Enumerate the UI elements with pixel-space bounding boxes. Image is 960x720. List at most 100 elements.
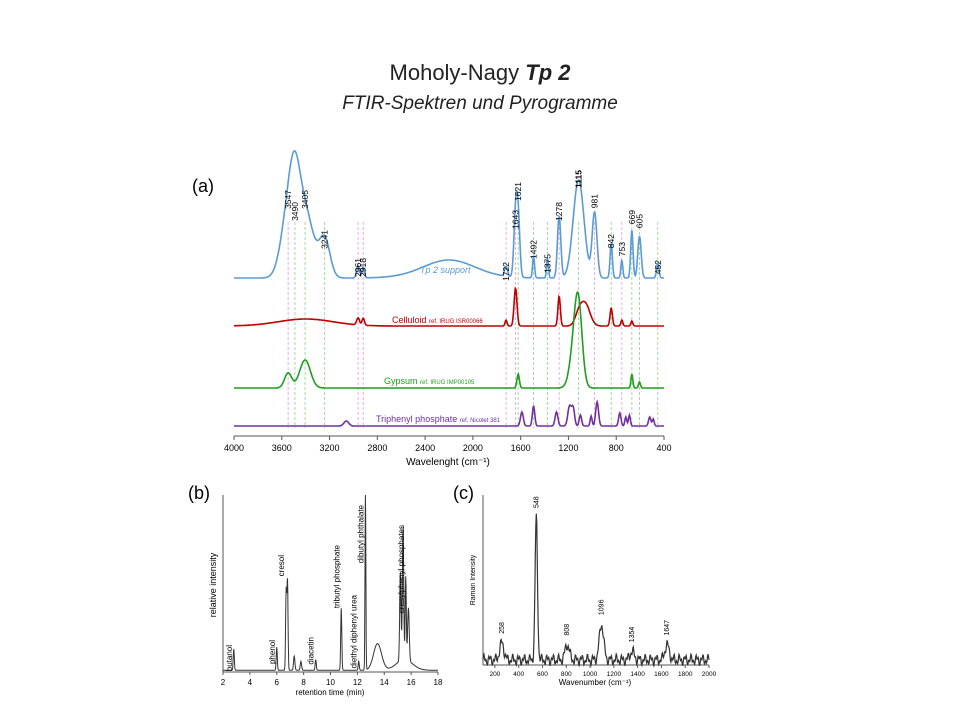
- panel-label-c: (c): [453, 483, 474, 503]
- compound-label-2: cresol: [277, 555, 286, 577]
- series-line-3: [234, 399, 664, 427]
- pyrogram-chart: (b) 2 4 6 8 10 12 14 16 18 butanol phenol cresol di…: [188, 483, 443, 697]
- peak-label-1375: 1375: [543, 254, 553, 273]
- raman-peak-label-1096: 1096: [598, 599, 605, 615]
- title-main: Moholy-Nagy: [389, 60, 520, 85]
- tick-label-6: 6: [275, 678, 280, 687]
- peak-label-3405: 3405: [300, 190, 310, 209]
- tick-label-400: 400: [513, 671, 524, 678]
- legend-celluloid-ref: ref. IRUG ISR00066: [429, 319, 483, 325]
- peak-label-1278: 1278: [554, 202, 564, 221]
- tick-label-4000: 4000: [224, 443, 244, 453]
- x-axis-label: retention time (min): [296, 688, 365, 697]
- raman-peak-label-1354: 1354: [629, 627, 636, 643]
- tick-label-16: 16: [407, 678, 416, 687]
- compound-label-6: dibutyl phthalate: [356, 504, 365, 563]
- peak-guide-lines: [287, 222, 659, 428]
- tick-label-800: 800: [609, 443, 624, 453]
- legend-celluloid: Celluloid ref. IRUG ISR00066: [392, 315, 483, 325]
- series-line-1: [234, 286, 664, 327]
- tick-label-2800: 2800: [367, 443, 387, 453]
- title-bold: Tp 2: [525, 60, 571, 85]
- series-line-2: [234, 291, 664, 389]
- raman-chart: (c) 200 400 600 800 1000 1200 1400 1600 1800 2000…: [453, 483, 717, 687]
- peak-label-1621: 1621: [513, 182, 523, 201]
- peak-label-3547: 3547: [283, 190, 293, 209]
- peak-label-1643: 1643: [511, 210, 521, 229]
- tick-label-4: 4: [248, 678, 253, 687]
- tick-label-8: 8: [301, 678, 306, 687]
- raman-trace: [482, 513, 710, 668]
- panel-label-a: (a): [192, 176, 214, 196]
- peak-label-3241: 3241: [320, 230, 330, 249]
- tick-label-1200: 1200: [558, 443, 578, 453]
- x-ticks: 200 400 600 800 1000 1200 1400 1600 1800 2000: [489, 665, 717, 678]
- peak-label-981: 981: [590, 194, 600, 208]
- raman-peak-label-258: 258: [499, 622, 506, 634]
- x-ticks: 2 4 6 8 10 12 14 16 18: [221, 672, 443, 687]
- tick-label-1800: 1800: [678, 671, 693, 678]
- peak-label-842: 842: [606, 234, 616, 248]
- y-axis-label: relative intensity: [208, 552, 218, 617]
- tick-label-1200: 1200: [607, 671, 622, 678]
- compound-label-3: diacetin: [307, 637, 316, 665]
- peak-label-1115: 1115: [574, 170, 584, 188]
- compound-label-0: butanol: [225, 645, 234, 671]
- peak-label-605: 605: [635, 214, 645, 228]
- compound-label-1: phenol: [268, 640, 277, 664]
- tick-label-3200: 3200: [320, 443, 340, 453]
- pyrogram-trace: [223, 494, 438, 671]
- ftir-curves: [234, 150, 664, 427]
- tick-label-200: 200: [489, 671, 500, 678]
- tick-label-1400: 1400: [630, 671, 645, 678]
- compound-label-4: tributyl phosphate: [332, 544, 341, 608]
- legend-triphenyl: Triphenyl phosphate ref. Nicolet 381: [376, 414, 501, 424]
- page-subtitle: FTIR-Spektren und Pyrogramme: [342, 93, 618, 114]
- tick-label-14: 14: [380, 678, 389, 687]
- tick-label-3600: 3600: [272, 443, 292, 453]
- tick-label-400: 400: [656, 443, 671, 453]
- x-axis-label: Wavelenght (cm⁻¹): [406, 457, 490, 468]
- peak-label-1492: 1492: [529, 240, 539, 259]
- tick-label-2000: 2000: [702, 671, 717, 678]
- tick-label-2: 2: [221, 678, 226, 687]
- peak-label-2961: 2961: [353, 258, 363, 277]
- tick-label-1000: 1000: [583, 671, 598, 678]
- raman-peak-label-1647: 1647: [664, 620, 671, 636]
- tick-label-18: 18: [434, 678, 443, 687]
- legend-gypsum-name: Gypsum: [384, 376, 418, 386]
- legend-gypsum-ref: ref. IRUG IMP00105: [420, 380, 475, 386]
- legend-triphenyl-name: Triphenyl phosphate: [376, 414, 457, 424]
- legend-celluloid-name: Celluloid: [392, 315, 427, 325]
- peak-label-1722: 1722: [501, 262, 511, 281]
- peak-label-2918: 2918: [358, 258, 368, 277]
- tick-label-10: 10: [326, 678, 335, 687]
- legend-gypsum: Gypsum ref. IRUG IMP00105: [384, 376, 475, 386]
- x-ticks: 4000 3600 3200 2800 2400 2000 1600 1200 800 400: [224, 436, 672, 453]
- legend-tp2: Tp 2 support: [420, 265, 471, 275]
- legend-triphenyl-ref: ref. Nicolet 381: [460, 418, 501, 424]
- tick-label-12: 12: [353, 678, 362, 687]
- peak-labels: 258 548 808 1096 1354 1647: [499, 496, 671, 642]
- peak-label-669: 669: [627, 210, 637, 224]
- raman-peak-label-808: 808: [564, 624, 571, 636]
- raman-peak-label-548: 548: [533, 496, 540, 508]
- tick-label-600: 600: [537, 671, 548, 678]
- series-line-0: [234, 150, 664, 279]
- peak-label-452: 452: [653, 260, 663, 274]
- tick-label-1600: 1600: [654, 671, 669, 678]
- peak-label-3490: 3490: [290, 202, 300, 221]
- panel-label-b: (b): [188, 483, 210, 503]
- tick-label-800: 800: [561, 671, 572, 678]
- y-axis-label: Raman Intensity: [470, 554, 477, 605]
- compound-label-7: cresylphenyl phosphates: [397, 525, 406, 613]
- tick-label-1600: 1600: [511, 443, 531, 453]
- tick-label-2000: 2000: [463, 443, 483, 453]
- x-axis-label: Wavenumber (cm⁻¹): [559, 678, 632, 687]
- tick-label-2400: 2400: [415, 443, 435, 453]
- compound-labels: butanol phenol cresol diacetin tributyl phos…: [225, 504, 406, 671]
- page-title: Moholy-Nagy Tp 2: [0, 60, 960, 86]
- compound-label-5: diethyl diphenyl urea: [350, 594, 359, 668]
